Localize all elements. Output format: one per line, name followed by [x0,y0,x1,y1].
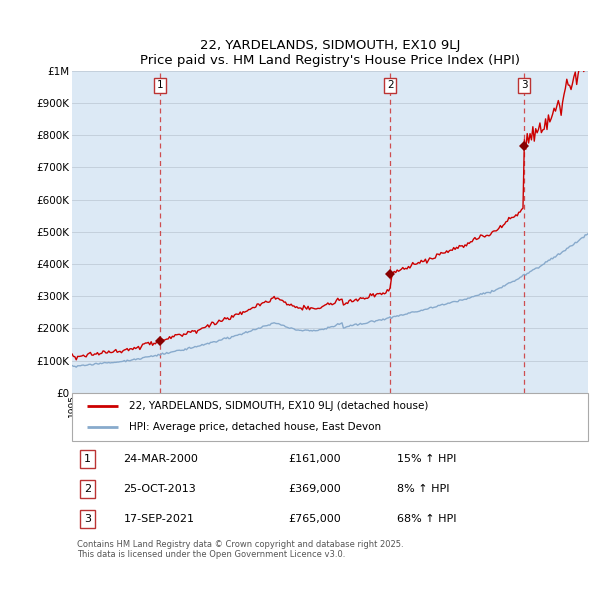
Text: 25-OCT-2013: 25-OCT-2013 [124,484,196,494]
Text: HPI: Average price, detached house, East Devon: HPI: Average price, detached house, East… [129,422,381,432]
Text: 8% ↑ HPI: 8% ↑ HPI [397,484,449,494]
Text: 22, YARDELANDS, SIDMOUTH, EX10 9LJ (detached house): 22, YARDELANDS, SIDMOUTH, EX10 9LJ (deta… [129,401,428,411]
Text: 3: 3 [84,514,91,524]
Text: 17-SEP-2021: 17-SEP-2021 [124,514,194,524]
Text: 68% ↑ HPI: 68% ↑ HPI [397,514,457,524]
Text: 1: 1 [157,80,164,90]
Text: 2: 2 [84,484,91,494]
Text: 3: 3 [521,80,527,90]
Title: 22, YARDELANDS, SIDMOUTH, EX10 9LJ
Price paid vs. HM Land Registry's House Price: 22, YARDELANDS, SIDMOUTH, EX10 9LJ Price… [140,39,520,67]
Text: 1: 1 [84,454,91,464]
Text: Contains HM Land Registry data © Crown copyright and database right 2025.
This d: Contains HM Land Registry data © Crown c… [77,540,404,559]
Text: £161,000: £161,000 [289,454,341,464]
Text: 24-MAR-2000: 24-MAR-2000 [124,454,199,464]
Text: 15% ↑ HPI: 15% ↑ HPI [397,454,457,464]
Text: 2: 2 [387,80,394,90]
Text: £765,000: £765,000 [289,514,341,524]
Text: £369,000: £369,000 [289,484,341,494]
FancyBboxPatch shape [72,393,588,441]
